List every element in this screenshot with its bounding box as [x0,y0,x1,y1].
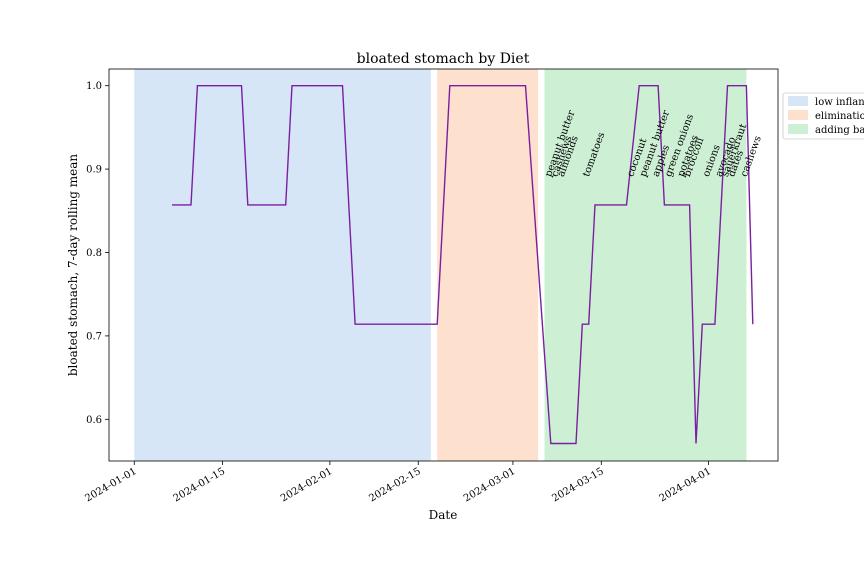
y-tick-label-3: 0.9 [86,165,102,176]
x-tick-label-6: 2024-04-01 [658,466,713,504]
legend-swatch-2 [788,124,808,134]
y-axis: 0.6 0.7 0.8 0.9 1.0 [86,81,109,426]
x-axis: 2024-01-01 2024-01-15 2024-02-01 2024-02-15… [83,461,713,504]
phase-band-0 [134,69,431,461]
x-tick-label-2: 2024-02-01 [279,466,334,504]
x-tick-label-1: 2024-01-15 [172,466,227,504]
phase-band-1 [437,69,539,461]
legend-label-0: low inflan [815,97,864,108]
legend-swatch-0 [788,96,808,106]
x-tick-label-5: 2024-03-15 [550,466,605,504]
legend-swatch-1 [788,110,808,120]
series-line-0 [172,84,754,445]
legend-label-2: adding ba [815,125,864,136]
legend-label-1: eliminatio [815,111,864,122]
x-axis-label: Date [429,508,458,522]
chart-title: bloated stomach by Diet [357,51,530,67]
y-tick-label-1: 0.7 [86,331,102,342]
x-tick-label-4: 2024-03-01 [462,466,517,504]
y-tick-label-2: 0.8 [86,248,102,259]
y-tick-label-0: 0.6 [86,415,102,426]
x-tick-label-3: 2024-02-15 [367,466,422,504]
legend: low inflan eliminatio adding ba [782,92,864,140]
phase-bands [134,69,747,461]
y-tick-label-4: 1.0 [86,81,102,92]
x-tick-label-0: 2024-01-01 [83,466,138,504]
series-lines [172,84,754,445]
phase-band-2 [544,69,747,461]
y-axis-label: bloated stomach, 7-day rolling mean [66,154,80,377]
plot-frame [108,68,779,462]
